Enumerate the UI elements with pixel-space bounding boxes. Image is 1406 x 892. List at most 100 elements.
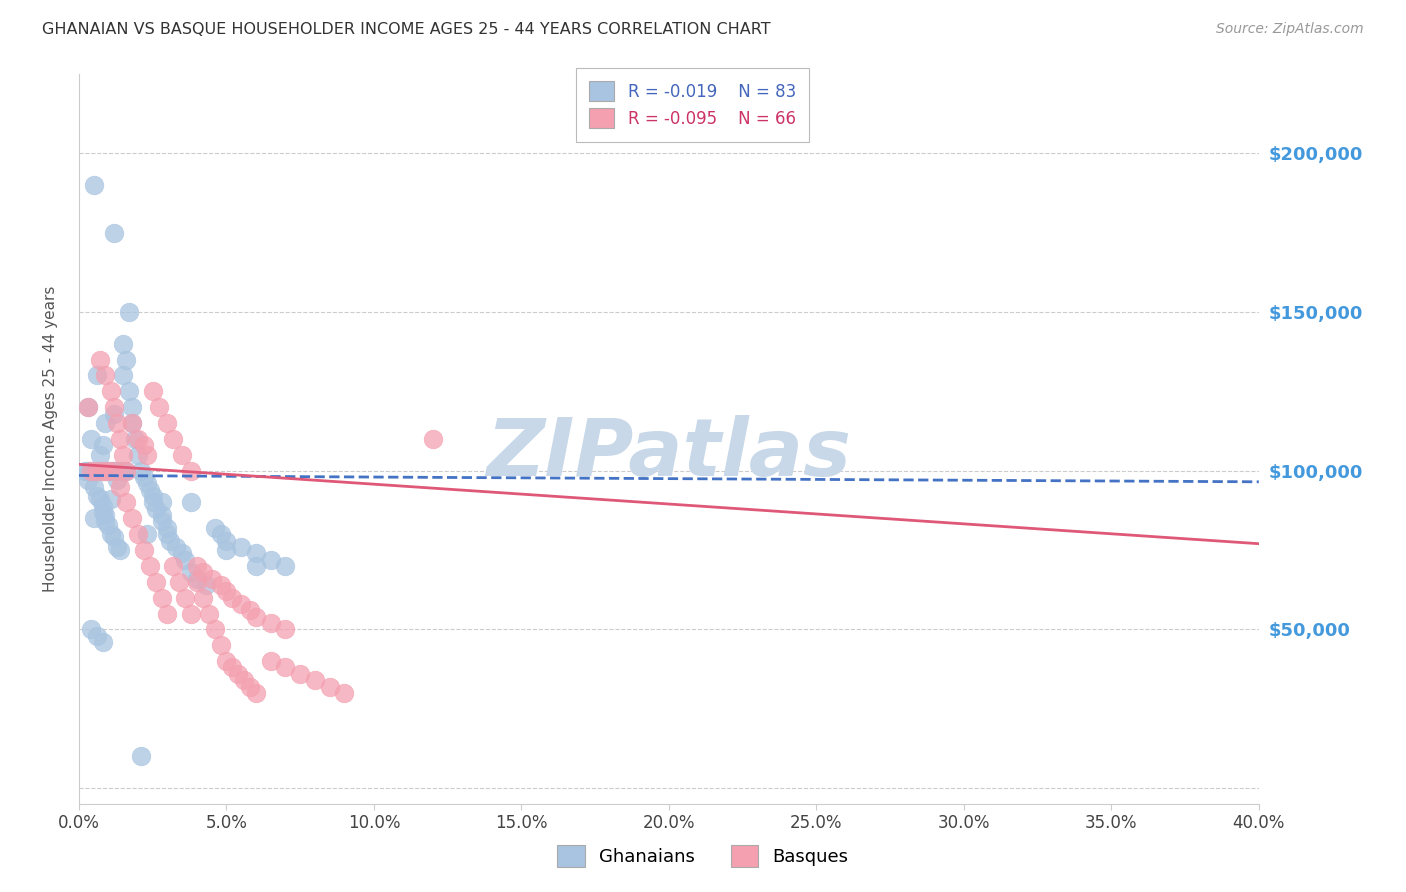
Point: [91, 464, 114, 478]
Point: [172, 546, 194, 560]
Point: [97, 517, 120, 532]
Point: [197, 607, 219, 621]
Point: [76, 464, 98, 478]
Point: [159, 533, 181, 548]
Point: [180, 464, 202, 478]
Point: [121, 416, 143, 430]
Point: [215, 533, 238, 548]
Point: [89, 448, 111, 462]
Point: [245, 609, 267, 624]
Point: [100, 384, 122, 399]
Point: [139, 558, 162, 573]
Point: [103, 407, 125, 421]
Point: [91, 438, 114, 452]
Point: [148, 401, 170, 415]
Point: [86, 464, 108, 478]
Point: [97, 464, 120, 478]
Point: [139, 483, 162, 497]
Point: [105, 540, 128, 554]
Point: [112, 336, 135, 351]
Point: [186, 572, 208, 586]
Point: [274, 558, 297, 573]
Point: [333, 686, 356, 700]
Point: [76, 473, 98, 487]
Point: [83, 479, 105, 493]
Text: GHANAIAN VS BASQUE HOUSEHOLDER INCOME AGES 25 - 44 YEARS CORRELATION CHART: GHANAIAN VS BASQUE HOUSEHOLDER INCOME AG…: [42, 22, 770, 37]
Point: [127, 432, 149, 446]
Point: [260, 654, 283, 668]
Point: [162, 432, 184, 446]
Point: [129, 749, 152, 764]
Point: [215, 543, 238, 558]
Point: [91, 635, 114, 649]
Point: [118, 384, 141, 399]
Point: [204, 623, 226, 637]
Point: [135, 527, 157, 541]
Point: [89, 352, 111, 367]
Point: [245, 686, 267, 700]
Point: [191, 591, 214, 605]
Point: [86, 368, 108, 383]
Point: [91, 464, 114, 478]
Point: [132, 438, 155, 452]
Point: [172, 448, 194, 462]
Point: [115, 495, 138, 509]
Point: [221, 660, 243, 674]
Point: [83, 511, 105, 525]
Point: [174, 591, 197, 605]
Point: [274, 660, 297, 674]
Point: [304, 673, 326, 688]
Text: ZIPatlas: ZIPatlas: [486, 415, 852, 492]
Point: [80, 432, 103, 446]
Point: [86, 464, 108, 478]
Point: [97, 464, 120, 478]
Point: [174, 552, 197, 566]
Point: [118, 305, 141, 319]
Point: [80, 464, 103, 478]
Point: [86, 629, 108, 643]
Point: [180, 495, 202, 509]
Point: [127, 527, 149, 541]
Point: [162, 558, 184, 573]
Point: [105, 464, 128, 478]
Point: [100, 527, 122, 541]
Point: [112, 368, 135, 383]
Point: [288, 666, 311, 681]
Point: [124, 432, 146, 446]
Point: [112, 464, 135, 478]
Point: [94, 464, 117, 478]
Point: [110, 464, 132, 478]
Point: [186, 558, 208, 573]
Point: [204, 521, 226, 535]
Point: [142, 489, 165, 503]
Point: [132, 543, 155, 558]
Point: [115, 352, 138, 367]
Point: [127, 448, 149, 462]
Point: [215, 654, 238, 668]
Point: [226, 666, 249, 681]
Point: [94, 416, 117, 430]
Point: [100, 492, 122, 507]
Point: [91, 505, 114, 519]
Point: [105, 416, 128, 430]
Point: [110, 432, 132, 446]
Point: [201, 572, 224, 586]
Point: [209, 638, 232, 652]
Point: [422, 432, 444, 446]
Point: [150, 515, 173, 529]
Point: [97, 464, 120, 478]
Point: [209, 527, 232, 541]
Point: [180, 566, 202, 580]
Legend: Ghanaians, Basques: Ghanaians, Basques: [550, 838, 856, 874]
Point: [150, 495, 173, 509]
Point: [135, 476, 157, 491]
Point: [142, 495, 165, 509]
Point: [76, 401, 98, 415]
Point: [150, 508, 173, 523]
Point: [221, 591, 243, 605]
Point: [115, 464, 138, 478]
Point: [103, 530, 125, 544]
Point: [209, 578, 232, 592]
Point: [94, 368, 117, 383]
Point: [194, 578, 217, 592]
